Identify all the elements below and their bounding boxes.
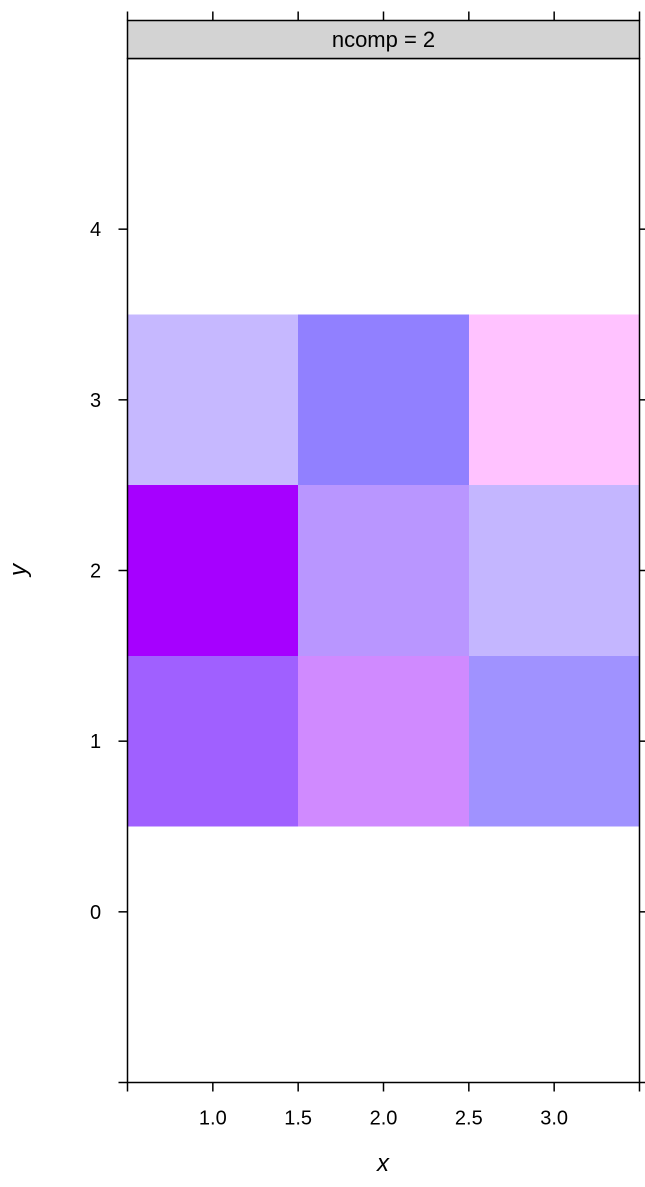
- heatmap-cell: [127, 655, 299, 827]
- y-tick-label: 4: [90, 219, 101, 241]
- heatmap-cell: [298, 485, 469, 656]
- y-tick-label: 0: [90, 902, 101, 924]
- x-tick-label: 3.0: [540, 1108, 568, 1130]
- y-tick-label: 3: [90, 390, 101, 412]
- heatmap-cell: [468, 485, 640, 656]
- x-tick-label: 2.5: [455, 1108, 483, 1130]
- axis-tick-labels: 1.0 1.5 2.0 2.5 3.0 0 1 2 3 4: [90, 219, 568, 1129]
- heatmap-cell: [127, 485, 299, 656]
- y-tick-label: 2: [90, 561, 101, 583]
- heatmap-cell: [468, 314, 640, 486]
- y-tick-label: 1: [90, 731, 101, 753]
- heatmap-cell: [298, 655, 469, 827]
- strip-label: ncomp = 2: [332, 27, 435, 52]
- heatmap-cell: [127, 314, 299, 486]
- axis-ticks: [118, 11, 645, 1092]
- heatmap-cells: [127, 314, 640, 827]
- y-axis-title: y: [5, 562, 32, 578]
- x-tick-label: 1.5: [284, 1108, 312, 1130]
- x-tick-label: 2.0: [370, 1108, 398, 1130]
- x-tick-label: 1.0: [199, 1108, 227, 1130]
- heatmap-cell: [298, 314, 469, 486]
- x-axis-title: x: [376, 1150, 390, 1177]
- strip: ncomp = 2: [126, 19, 641, 60]
- heatmap-cell: [468, 655, 640, 827]
